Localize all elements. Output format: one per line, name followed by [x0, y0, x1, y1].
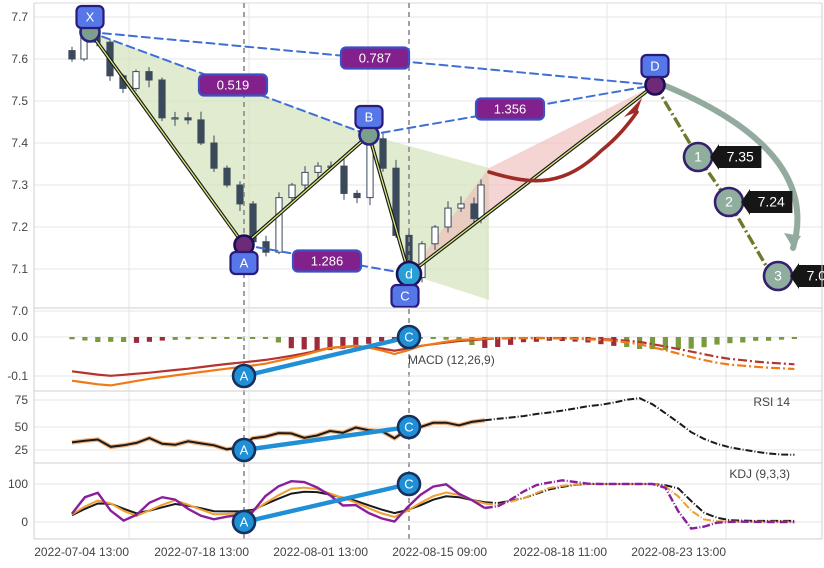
svg-text:2022-07-18 13:00: 2022-07-18 13:00 [154, 545, 249, 559]
svg-text:7.1: 7.1 [11, 262, 28, 276]
svg-text:A: A [240, 443, 249, 458]
svg-text:7.7: 7.7 [11, 10, 28, 24]
svg-text:2022-08-18 11:00: 2022-08-18 11:00 [513, 545, 607, 559]
svg-text:1.356: 1.356 [494, 102, 527, 117]
svg-text:7.35: 7.35 [727, 149, 754, 165]
svg-text:25: 25 [15, 443, 29, 457]
svg-text:2: 2 [725, 194, 733, 210]
svg-text:B: B [365, 110, 374, 125]
svg-text:0.0: 0.0 [11, 330, 28, 344]
svg-text:0.787: 0.787 [359, 51, 392, 66]
svg-text:75: 75 [15, 393, 29, 407]
svg-text:d: d [405, 266, 413, 282]
svg-text:C: C [400, 289, 409, 304]
svg-text:7.05: 7.05 [807, 268, 824, 284]
svg-text:X: X [86, 10, 95, 25]
svg-text:3: 3 [774, 268, 782, 284]
svg-text:7.24: 7.24 [758, 194, 785, 210]
svg-text:7.4: 7.4 [11, 136, 28, 150]
svg-text:C: C [404, 420, 413, 435]
svg-text:50: 50 [15, 420, 29, 434]
svg-text:2022-08-23 13:00: 2022-08-23 13:00 [631, 545, 726, 559]
svg-text:0: 0 [21, 515, 28, 529]
svg-text:D: D [650, 59, 659, 74]
svg-text:0.519: 0.519 [217, 78, 250, 93]
svg-text:7.3: 7.3 [11, 178, 28, 192]
svg-text:-0.1: -0.1 [7, 369, 28, 383]
svg-text:MACD (12,26,9): MACD (12,26,9) [408, 353, 495, 367]
svg-text:C: C [404, 477, 413, 492]
svg-text:RSI 14: RSI 14 [753, 395, 790, 409]
svg-text:100: 100 [8, 477, 28, 491]
svg-text:KDJ (9,3,3): KDJ (9,3,3) [729, 467, 790, 481]
svg-text:A: A [240, 256, 249, 271]
svg-text:C: C [404, 330, 413, 345]
svg-text:7.2: 7.2 [11, 220, 28, 234]
svg-text:7.6: 7.6 [11, 52, 28, 66]
svg-text:2022-08-01 13:00: 2022-08-01 13:00 [273, 545, 368, 559]
svg-text:2022-08-15 09:00: 2022-08-15 09:00 [392, 545, 487, 559]
svg-text:A: A [240, 369, 249, 384]
svg-text:1.286: 1.286 [311, 254, 344, 269]
svg-text:1: 1 [694, 149, 702, 165]
svg-text:2022-07-04 13:00: 2022-07-04 13:00 [34, 545, 129, 559]
svg-text:A: A [240, 515, 249, 530]
svg-text:7.5: 7.5 [11, 94, 28, 108]
svg-text:7.0: 7.0 [11, 304, 28, 318]
